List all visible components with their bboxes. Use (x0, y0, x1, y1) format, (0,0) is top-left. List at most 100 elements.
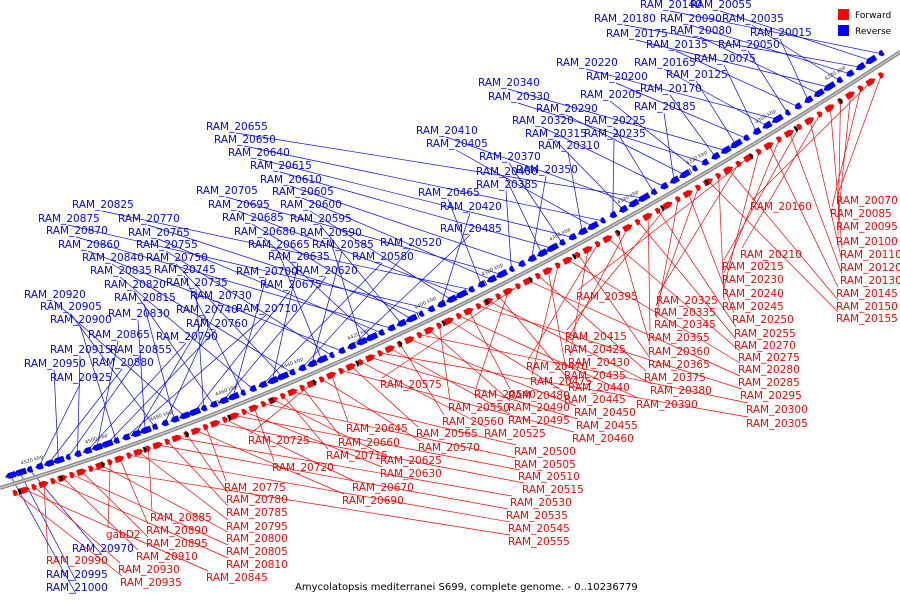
forward-connector (837, 94, 852, 221)
forward-gene-label: RAM_20380 (650, 385, 712, 397)
forward-gene (796, 123, 802, 131)
forward-gene (816, 111, 823, 118)
reverse-gene-label: RAM_20520 (380, 237, 442, 249)
reverse-gene (65, 453, 72, 461)
forward-gene (241, 408, 247, 416)
reverse-connector (96, 340, 119, 448)
forward-connector (449, 320, 567, 394)
reverse-connector (195, 288, 205, 409)
forward-gene-label: RAM_20560 (442, 416, 504, 428)
reverse-gene (793, 126, 799, 132)
forward-gene (674, 196, 681, 203)
forward-gene-label: RAM_20725 (248, 435, 310, 447)
reverse-connector (440, 212, 471, 305)
forward-gene-label: RAM_20495 (508, 415, 570, 427)
forward-connector (129, 454, 511, 523)
forward-connector (419, 334, 749, 404)
forward-gene (248, 404, 259, 413)
forward-gene (326, 371, 337, 380)
reverse-gene-label: RAM_20610 (260, 174, 322, 186)
reverse-connector (445, 136, 634, 205)
forward-gene (714, 172, 721, 180)
forward-gene (694, 184, 701, 192)
forward-connector (655, 187, 699, 307)
forward-gene-label: RAM_20390 (636, 399, 698, 411)
reverse-gene-label: RAM_20880 (92, 357, 154, 369)
genome-title: Amycolatopsis mediterranei S699, complet… (295, 582, 638, 593)
forward-gene-label: RAM_20150 (836, 301, 898, 313)
reverse-gene-label: RAM_20920 (24, 289, 86, 301)
forward-gene (554, 262, 561, 269)
reverse-gene-label: RAM_20350 (516, 164, 578, 176)
forward-connector (292, 391, 517, 446)
forward-gene (126, 452, 132, 459)
forward-gene-label: RAM_20280 (738, 364, 800, 376)
reverse-gene-label: RAM_20585 (312, 239, 374, 251)
reverse-gene-label: RAM_20465 (418, 187, 480, 199)
reverse-gene (704, 179, 709, 186)
reverse-gene-label: RAM_20185 (634, 101, 696, 113)
forward-gene-label: RAM_20460 (572, 433, 634, 445)
tick-mark (22, 468, 25, 475)
forward-gene-label: RAM_20775 (224, 482, 286, 494)
reverse-gene-label: RAM_20730 (190, 290, 252, 302)
reverse-gene-label: RAM_20205 (580, 89, 642, 101)
reverse-gene (468, 285, 476, 293)
reverse-connector (541, 126, 664, 187)
forward-gene-label: RAM_20510 (518, 471, 580, 483)
reverse-gene-label: RAM_20755 (136, 239, 198, 251)
reverse-gene (43, 459, 55, 467)
forward-connector (331, 374, 349, 423)
reverse-connector (165, 250, 332, 356)
reverse-gene (227, 391, 240, 401)
reverse-gene-label: RAM_20635 (268, 251, 330, 263)
forward-connector (439, 325, 451, 402)
forward-gene (542, 267, 553, 276)
forward-gene (642, 213, 653, 222)
forward-gene-label: RAM_20930 (118, 564, 180, 576)
reverse-gene-label: RAM_20050 (718, 39, 780, 51)
forward-connector (119, 458, 149, 525)
forward-gene-label: RAM_20365 (648, 359, 710, 371)
forward-connector (528, 280, 741, 377)
reverse-gene (536, 248, 548, 257)
reverse-gene (5, 471, 17, 479)
forward-gene-label: RAM_20505 (514, 459, 576, 471)
reverse-gene-label: RAM_20685 (222, 212, 284, 224)
forward-connector (148, 448, 153, 512)
forward-gene (31, 483, 37, 491)
reverse-gene-label: RAM_20710 (236, 303, 298, 315)
reverse-connector (271, 262, 299, 381)
forward-gene-label: RAM_20085 (830, 208, 892, 220)
reverse-gene (785, 109, 792, 116)
reverse-gene-label: RAM_20820 (104, 279, 166, 291)
forward-connector (53, 480, 229, 559)
forward-gene-label: RAM_20810 (226, 559, 288, 571)
tick-mark (483, 279, 488, 286)
reverse-connector (237, 210, 462, 295)
reverse-gene (437, 299, 447, 308)
forward-gene-label: RAM_20155 (836, 313, 898, 325)
forward-gene-label: RAM_20100 (836, 236, 898, 248)
forward-gene (152, 441, 163, 450)
reverse-gene (184, 431, 189, 438)
reverse-connector (751, 24, 840, 81)
forward-connector (205, 426, 227, 482)
reverse-gene (823, 81, 836, 91)
reverse-gene (855, 61, 866, 71)
reverse-gene (838, 98, 843, 104)
forward-gene (443, 317, 454, 326)
reverse-gene (179, 411, 191, 420)
reverse-gene (609, 210, 618, 219)
forward-gene (804, 117, 815, 126)
forward-gene (562, 256, 573, 265)
reverse-gene (651, 188, 658, 196)
reverse-connector (183, 275, 244, 394)
forward-connector (381, 285, 519, 379)
reverse-gene-label: RAM_20175 (606, 28, 668, 40)
forward-gene-label: RAM_20450 (574, 407, 636, 419)
reverse-connector (517, 102, 705, 164)
tick-mark (416, 312, 420, 319)
reverse-gene (484, 298, 489, 306)
reverse-connector (53, 369, 59, 461)
